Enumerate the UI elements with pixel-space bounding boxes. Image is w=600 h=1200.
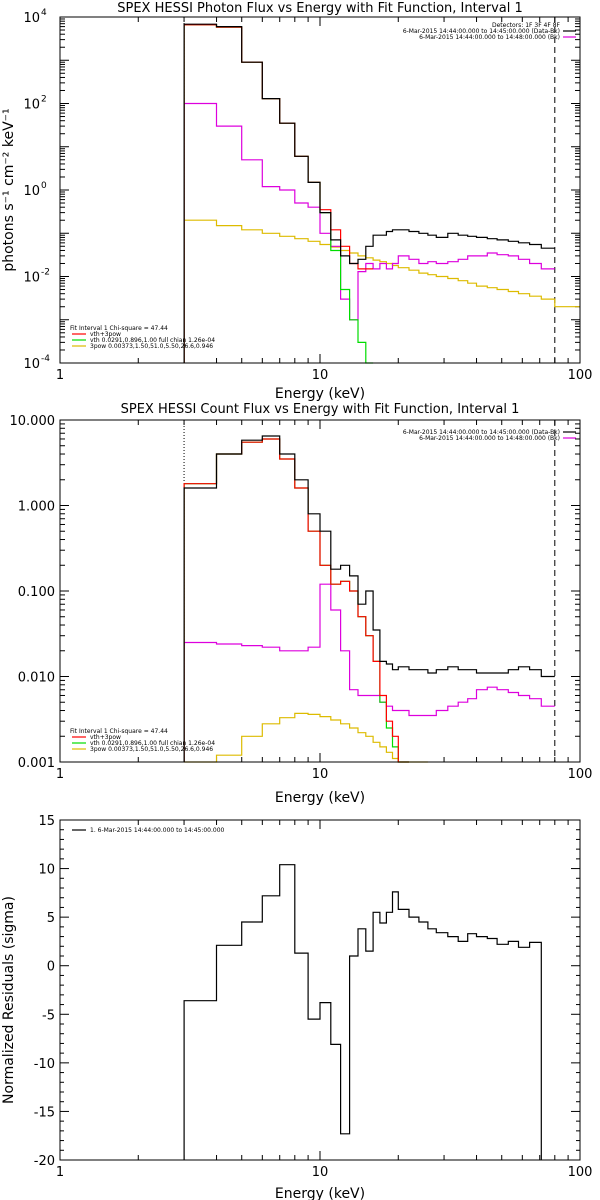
count-flux-header: 6-Mar-2015 14:44:00.000 to 14:45:00.000 …	[403, 429, 576, 442]
residuals-xlabel: Energy (keV)	[275, 1186, 365, 1200]
series-red-line	[183, 24, 374, 363]
series-black-line	[183, 864, 542, 1160]
y-tick-label: 5	[47, 911, 55, 926]
count-flux-series	[183, 420, 556, 763]
x-tick-label: 100	[568, 368, 593, 383]
photon-flux-series	[183, 17, 580, 364]
count-flux-ticks: 1 10 100 0.001 0.010 0.100 1.000 10.000	[10, 414, 593, 782]
x-tick-label: 10	[312, 767, 329, 782]
count-flux-frame	[59, 419, 581, 763]
photon-flux-ylabel: photons s⁻¹ cm⁻² keV⁻¹	[1, 108, 17, 271]
series-yellow-line	[184, 712, 428, 763]
y-tick-label: 10	[23, 184, 40, 199]
x-tick-label: 10	[312, 1165, 329, 1180]
x-tick-label: 1	[56, 767, 64, 782]
y-tick-label: 15	[38, 814, 55, 829]
count-flux-legend: Fit Interval 1 Chi-square = 47.44vth+3po…	[70, 728, 215, 753]
y-tick-exponent: -2	[41, 268, 50, 278]
photon-flux-panel: SPEX HESSI Photon Flux vs Energy with Fi…	[1, 1, 592, 402]
y-tick-exponent: 4	[41, 8, 47, 18]
residuals-series	[183, 864, 542, 1160]
count-flux-panel: SPEX HESSI Count Flux vs Energy with Fit…	[10, 402, 593, 806]
photon-flux-header: Detectors: 1F 3F 4F 8F6-Mar-2015 14:44:0…	[403, 22, 576, 41]
photon-flux-legend: Fit Interval 1 Chi-square = 47.44vth+3po…	[70, 325, 215, 350]
header-line: 6-Mar-2015 14:44:00.000 to 14:45:00.000 …	[403, 429, 560, 436]
photon-flux-xlabel: Energy (keV)	[275, 386, 365, 402]
y-tick-label: 10	[23, 271, 40, 286]
x-tick-label: 10	[312, 368, 329, 383]
header-line: 6-Mar-2015 14:44:00.000 to 14:48:00.000 …	[419, 435, 560, 442]
residuals-ylabel: Normalized Residuals (sigma)	[1, 896, 17, 1104]
y-tick-exponent: 0	[41, 181, 47, 191]
legend-line: Fit Interval 1 Chi-square = 47.44	[70, 325, 168, 332]
residuals-ticks: 1 10 100 -20 -15 -10 -5 0 5 10 15	[34, 814, 593, 1180]
y-tick-label: 0	[47, 960, 55, 975]
x-tick-label: 100	[568, 767, 593, 782]
x-tick-label: 1	[56, 368, 64, 383]
y-tick-exponent: 2	[41, 95, 47, 105]
residuals-panel: Energy (keV) Normalized Residuals (sigma…	[1, 814, 592, 1200]
y-tick-label: 1.000	[18, 500, 55, 515]
series-yellow-line	[183, 219, 580, 363]
legend-line: 3pow 0.00373,1.50,51.0,5.50,26.6,0.946	[90, 343, 213, 350]
y-tick-label: 10.000	[10, 414, 56, 429]
series-magenta-line	[183, 583, 555, 762]
x-tick-label: 100	[568, 1165, 593, 1180]
y-tick-label: 10	[23, 98, 40, 113]
legend-line: 1. 6-Mar-2015 14:44:00.000 to 14:45:00.0…	[90, 827, 225, 834]
y-tick-exponent: -4	[41, 354, 50, 364]
legend-line: vth 0.0291,0.896,1.00 full chian 1.26e-0…	[90, 337, 215, 344]
x-tick-label: 1	[56, 1165, 64, 1180]
y-tick-label: -10	[34, 1057, 55, 1072]
series-black-line	[183, 23, 555, 363]
legend-line: vth 0.0291,0.896,1.00 full chian 1.26e-0…	[90, 740, 215, 747]
count-flux-xlabel: Energy (keV)	[275, 790, 365, 806]
header-line: 6-Mar-2015 14:44:00.000 to 14:45:00.000 …	[403, 28, 560, 35]
y-tick-label: 0.010	[18, 671, 55, 686]
y-tick-label: 10	[23, 11, 40, 26]
legend-line: Fit Interval 1 Chi-square = 47.44	[70, 728, 168, 735]
legend-line: vth+3pow	[90, 734, 121, 741]
header-line: Detectors: 1F 3F 4F 8F	[492, 22, 561, 29]
series-red-line	[183, 438, 409, 763]
y-tick-label: -5	[42, 1008, 55, 1023]
series-green-line	[183, 24, 374, 364]
photon-flux-title: SPEX HESSI Photon Flux vs Energy with Fi…	[117, 1, 523, 16]
photon-flux-frame	[59, 16, 581, 364]
header-line: 6-Mar-2015 14:44:00.000 to 14:48:00.000 …	[419, 34, 560, 41]
y-tick-label: 10	[23, 357, 40, 372]
count-flux-title: SPEX HESSI Count Flux vs Energy with Fit…	[121, 402, 520, 417]
legend-line: vth+3pow	[90, 331, 121, 338]
y-tick-label: 10	[38, 863, 55, 878]
residuals-legend: 1. 6-Mar-2015 14:44:00.000 to 14:45:00.0…	[72, 827, 225, 834]
residuals-frame	[59, 819, 581, 1161]
series-magenta-line	[183, 102, 555, 363]
legend-line: 3pow 0.00373,1.50,51.0,5.50,26.6,0.946	[90, 746, 213, 753]
y-tick-label: 0.100	[18, 585, 55, 600]
series-black-line	[183, 435, 555, 762]
y-tick-label: -20	[34, 1154, 55, 1169]
y-tick-label: -15	[34, 1105, 55, 1120]
y-tick-label: 0.001	[18, 756, 55, 771]
